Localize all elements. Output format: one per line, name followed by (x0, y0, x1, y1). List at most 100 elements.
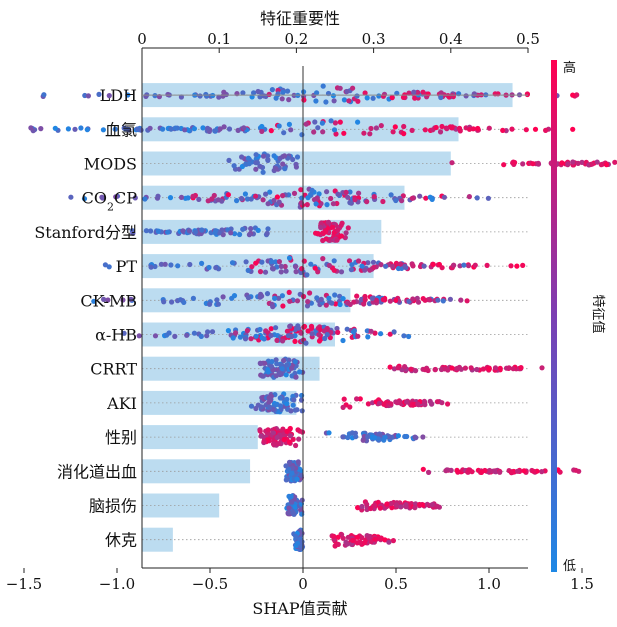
shap-dot (255, 88, 261, 95)
shap-dot (308, 261, 314, 267)
shap-dot (321, 328, 327, 334)
shap-dot (226, 157, 232, 163)
shap-dot (301, 293, 307, 300)
shap-dot (113, 194, 119, 200)
shap-dot (331, 127, 338, 133)
shap-dot (237, 231, 243, 238)
shap-dot (216, 94, 222, 100)
shap-dot (240, 226, 246, 232)
shap-dot (500, 127, 506, 133)
shap-dot (271, 197, 277, 204)
shap-dot (270, 304, 276, 310)
shap-dot (38, 126, 44, 132)
shap-dot (380, 93, 386, 99)
shap-dot (245, 155, 251, 161)
shap-dot (383, 263, 389, 269)
shap-dot (217, 126, 223, 132)
shap-dot (253, 152, 259, 158)
shap-dot (309, 331, 315, 337)
shap-dot (433, 124, 439, 131)
shap-dot (251, 90, 257, 96)
shap-dot (392, 124, 398, 130)
shap-dot (316, 338, 323, 344)
shap-dot (480, 366, 486, 372)
shap-dot (366, 535, 372, 541)
shap-dot (273, 357, 279, 363)
shap-dot (318, 221, 324, 227)
shap-dot (389, 95, 395, 101)
colorbar-high-label: 高 (563, 60, 576, 76)
bottom-axis-title: SHAP值贡献 (252, 599, 347, 618)
shap-dot (287, 433, 294, 439)
shap-dot (354, 534, 360, 540)
shap-dot (229, 260, 236, 266)
shap-dot (346, 258, 353, 264)
shap-dot (191, 330, 197, 336)
shap-dot (388, 192, 394, 198)
shap-dot (276, 259, 282, 265)
shap-dot (573, 467, 579, 473)
shap-dot (305, 328, 311, 334)
shap-dot (530, 161, 536, 167)
shap-dot (454, 365, 460, 372)
shap-dot (268, 259, 274, 265)
top-axis-tick-label: 0 (137, 30, 147, 48)
shap-dot (184, 332, 190, 338)
shap-dot (270, 441, 277, 447)
shap-dot (398, 504, 404, 510)
shap-dot (268, 332, 274, 339)
shap-dot (331, 258, 337, 264)
importance-bar (142, 459, 251, 484)
shap-dot (248, 403, 255, 409)
shap-dot (378, 123, 384, 129)
shap-dot (390, 263, 396, 270)
bottom-axis-tick-label: −1.0 (99, 575, 135, 593)
shap-dot (261, 93, 267, 99)
shap-dot (404, 399, 410, 405)
shap-dot (350, 85, 356, 91)
shap-dot (345, 194, 351, 200)
shap-dot (359, 503, 365, 510)
shap-dot (358, 296, 365, 302)
shap-dot (292, 359, 298, 365)
shap-dot (257, 294, 263, 300)
shap-dot (325, 219, 332, 225)
shap-dot (368, 328, 374, 334)
shap-dot (387, 331, 393, 337)
shap-dot (242, 191, 248, 197)
shap-dot (354, 93, 360, 99)
bottom-axis-tick-label: 1.5 (570, 575, 594, 593)
shap-dot (261, 336, 267, 342)
shap-dot (344, 88, 350, 95)
shap-dot (378, 331, 384, 337)
shap-dot (462, 365, 468, 371)
shap-dot (531, 468, 537, 474)
shap-dot (579, 159, 585, 165)
shap-dot (284, 401, 290, 407)
shap-dot (287, 323, 293, 329)
shap-dot (191, 126, 197, 132)
shap-dot (289, 365, 295, 371)
shap-dot (497, 365, 503, 371)
shap-dot (387, 298, 393, 304)
shap-dot (294, 154, 301, 160)
shap-dot (274, 194, 280, 200)
shap-dot (278, 263, 284, 269)
shap-dot (232, 231, 238, 237)
shap-dot (447, 296, 453, 302)
shap-dot (328, 118, 334, 124)
shap-dot (401, 131, 407, 137)
feature-label: CK-MB (80, 291, 137, 310)
shap-dot (287, 298, 293, 304)
shap-dot (435, 297, 441, 303)
shap-dot (124, 126, 130, 132)
shap-dot (186, 228, 193, 234)
shap-dot (478, 469, 485, 475)
shap-dot (518, 365, 524, 371)
shap-dot (449, 125, 455, 131)
shap-dot (292, 338, 298, 344)
shap-dot (293, 264, 299, 270)
shap-dot (429, 502, 435, 508)
feature-labels: LDH 血氯 MODS CO2CP Stanford分型 PT CK-MB α-HB CRRT A… (34, 86, 137, 550)
shap-dot (510, 366, 516, 372)
